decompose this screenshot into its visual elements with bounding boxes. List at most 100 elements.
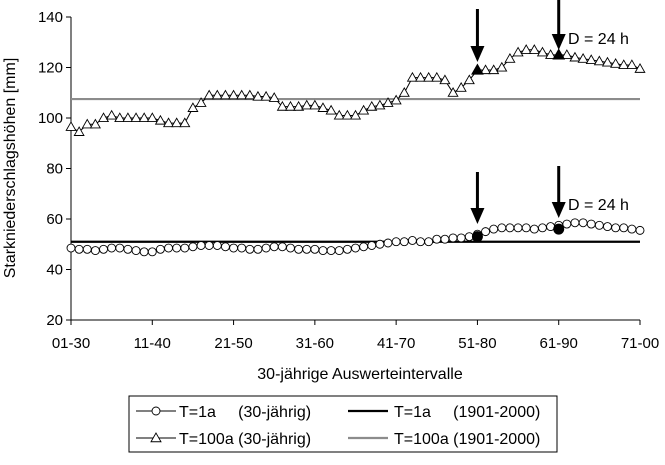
data-point-triangle — [349, 109, 362, 120]
data-point-circle — [383, 238, 393, 248]
data-point-triangle — [577, 52, 589, 63]
data-point-triangle — [268, 92, 280, 102]
data-point-triangle — [65, 121, 77, 131]
data-point-circle — [74, 244, 84, 254]
data-point-triangle — [496, 61, 508, 72]
y-tick-label: 100 — [38, 110, 63, 127]
x-tick-label: 71-00 — [621, 335, 659, 352]
highlight-triangle — [471, 63, 484, 75]
data-point-triangle — [187, 102, 199, 112]
data-point-triangle — [130, 112, 142, 123]
legend: T=1a (30-jährig) T=1a (1901-2000) T=100a (… — [128, 395, 558, 453]
arrow-head — [551, 34, 566, 50]
data-point-triangle — [390, 94, 402, 105]
data-point-triangle — [309, 99, 321, 110]
data-point-circle — [489, 224, 499, 234]
legend-label: T=1a (1901-2000) — [394, 404, 540, 421]
arrow-head — [551, 202, 566, 218]
data-point-triangle — [154, 114, 166, 125]
data-point-triangle — [626, 59, 638, 70]
data-point-circle — [286, 243, 295, 253]
data-point-circle — [172, 243, 182, 253]
data-point-triangle — [398, 87, 410, 97]
data-point-circle — [147, 247, 157, 257]
data-point-circle — [586, 219, 596, 229]
data-point-circle — [505, 223, 515, 233]
data-point-triangle — [536, 46, 549, 57]
data-point-triangle — [414, 71, 427, 82]
data-point-circle — [432, 234, 442, 244]
data-point-triangle — [138, 112, 150, 123]
data-point-circle — [570, 218, 580, 228]
x-tick-label: 11-40 — [134, 335, 171, 352]
arrow-head — [470, 208, 485, 224]
data-point-circle — [407, 236, 417, 245]
x-tick-label: 51-80 — [458, 335, 496, 352]
data-point-circle — [212, 241, 222, 250]
data-point-circle — [627, 224, 637, 234]
data-point-circle — [359, 242, 369, 252]
data-point-triangle — [227, 89, 240, 100]
data-point-circle — [123, 244, 133, 254]
data-point-circle — [619, 223, 629, 233]
data-point-triangle — [260, 90, 272, 101]
data-point-circle — [82, 244, 92, 254]
data-point-circle — [139, 247, 149, 257]
data-point-triangle — [301, 99, 313, 110]
data-point-circle — [220, 242, 230, 252]
data-point-triangle — [106, 109, 118, 120]
data-point-circle — [99, 244, 108, 254]
data-point-triangle — [634, 63, 646, 73]
data-point-triangle — [89, 118, 101, 129]
data-point-triangle — [293, 100, 305, 111]
data-point-circle — [302, 244, 312, 254]
data-point-circle — [611, 223, 621, 233]
data-point-triangle — [333, 109, 345, 120]
data-point-circle — [326, 246, 336, 256]
data-point-circle — [334, 246, 344, 256]
highlight-triangle — [552, 48, 566, 60]
data-point-circle — [107, 243, 117, 253]
data-point-circle — [310, 244, 320, 254]
data-point-triangle — [341, 109, 353, 120]
data-point-triangle — [504, 52, 516, 63]
data-point-circle — [603, 222, 612, 232]
legend-items: T=1a (30-jährig) T=1a (1901-2000) T=100a (… — [136, 404, 540, 448]
data-point-triangle — [382, 97, 394, 107]
highlight-circle — [553, 223, 565, 235]
data-point-circle — [318, 246, 328, 256]
y-tick-label: 120 — [38, 60, 63, 77]
data-point-triangle — [545, 49, 557, 59]
data-point-circle — [277, 242, 287, 252]
y-tick-label: 80 — [46, 161, 63, 178]
data-point-triangle — [374, 99, 386, 110]
data-point-triangle — [406, 71, 418, 82]
data-point-circle — [261, 243, 271, 253]
data-point-circle — [440, 234, 450, 244]
data-point-circle — [237, 243, 247, 253]
data-point-circle — [424, 237, 434, 247]
data-point-circle — [481, 227, 491, 237]
data-point-circle — [562, 219, 572, 229]
x-tick-label: 61-90 — [540, 335, 578, 352]
data-point-circle — [164, 243, 173, 253]
data-point-triangle — [114, 112, 126, 123]
data-point-triangle — [97, 112, 110, 123]
data-point-triangle — [569, 51, 581, 62]
data-point-triangle — [447, 87, 459, 97]
data-point-circle — [196, 241, 206, 250]
data-point-triangle — [520, 44, 532, 54]
data-point-triangle — [366, 100, 378, 111]
data-point-circle — [342, 244, 352, 254]
data-point-triangle — [358, 104, 370, 115]
data-point-circle — [351, 243, 360, 253]
data-point-circle — [456, 233, 466, 243]
data-point-circle — [269, 242, 279, 252]
data-point-circle — [131, 246, 141, 256]
data-point-circle — [513, 223, 523, 233]
data-point-triangle — [171, 117, 183, 128]
legend-marker-circle — [151, 406, 161, 416]
x-axis-title: 30-jährige Auswerteintervalle — [257, 366, 463, 383]
